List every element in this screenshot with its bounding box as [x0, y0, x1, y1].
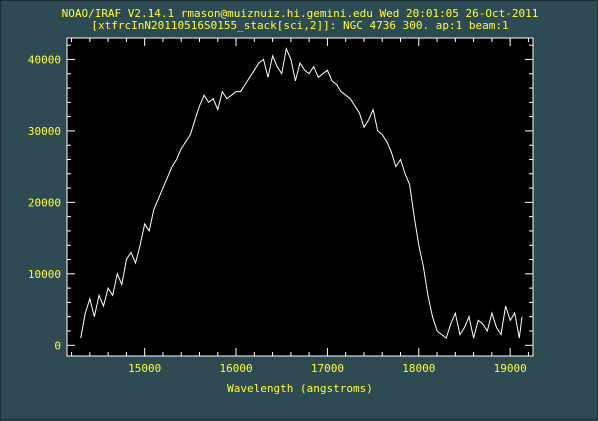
header-line-2: [xtfrcInN20110516S0155_stack[sci,2]]: NG…: [91, 19, 508, 32]
header-line-1: NOAO/IRAF V2.14.1 rmason@muiznuiz.hi.gem…: [62, 7, 539, 20]
x-tick-label: 15000: [128, 362, 161, 375]
x-tick-label: 16000: [219, 362, 252, 375]
y-tick-label: 0: [54, 339, 61, 352]
spectrum-line: [80, 46, 523, 339]
y-tick-label: 10000: [28, 268, 61, 281]
x-tick-label: 19000: [494, 362, 527, 375]
x-tick-label: 18000: [402, 362, 435, 375]
y-axis-ticks: 0 10000 20000 30000 40000: [28, 44, 533, 352]
plot-area: [66, 37, 534, 357]
y-tick-label: 40000: [28, 53, 61, 66]
x-tick-label: 17000: [311, 362, 344, 375]
y-tick-label: 30000: [28, 125, 61, 138]
x-axis-label: Wavelength (angstroms): [227, 382, 373, 395]
y-tick-label: 20000: [28, 196, 61, 209]
x-axis-ticks: 15000 16000 17000 18000 19000: [71, 38, 529, 375]
